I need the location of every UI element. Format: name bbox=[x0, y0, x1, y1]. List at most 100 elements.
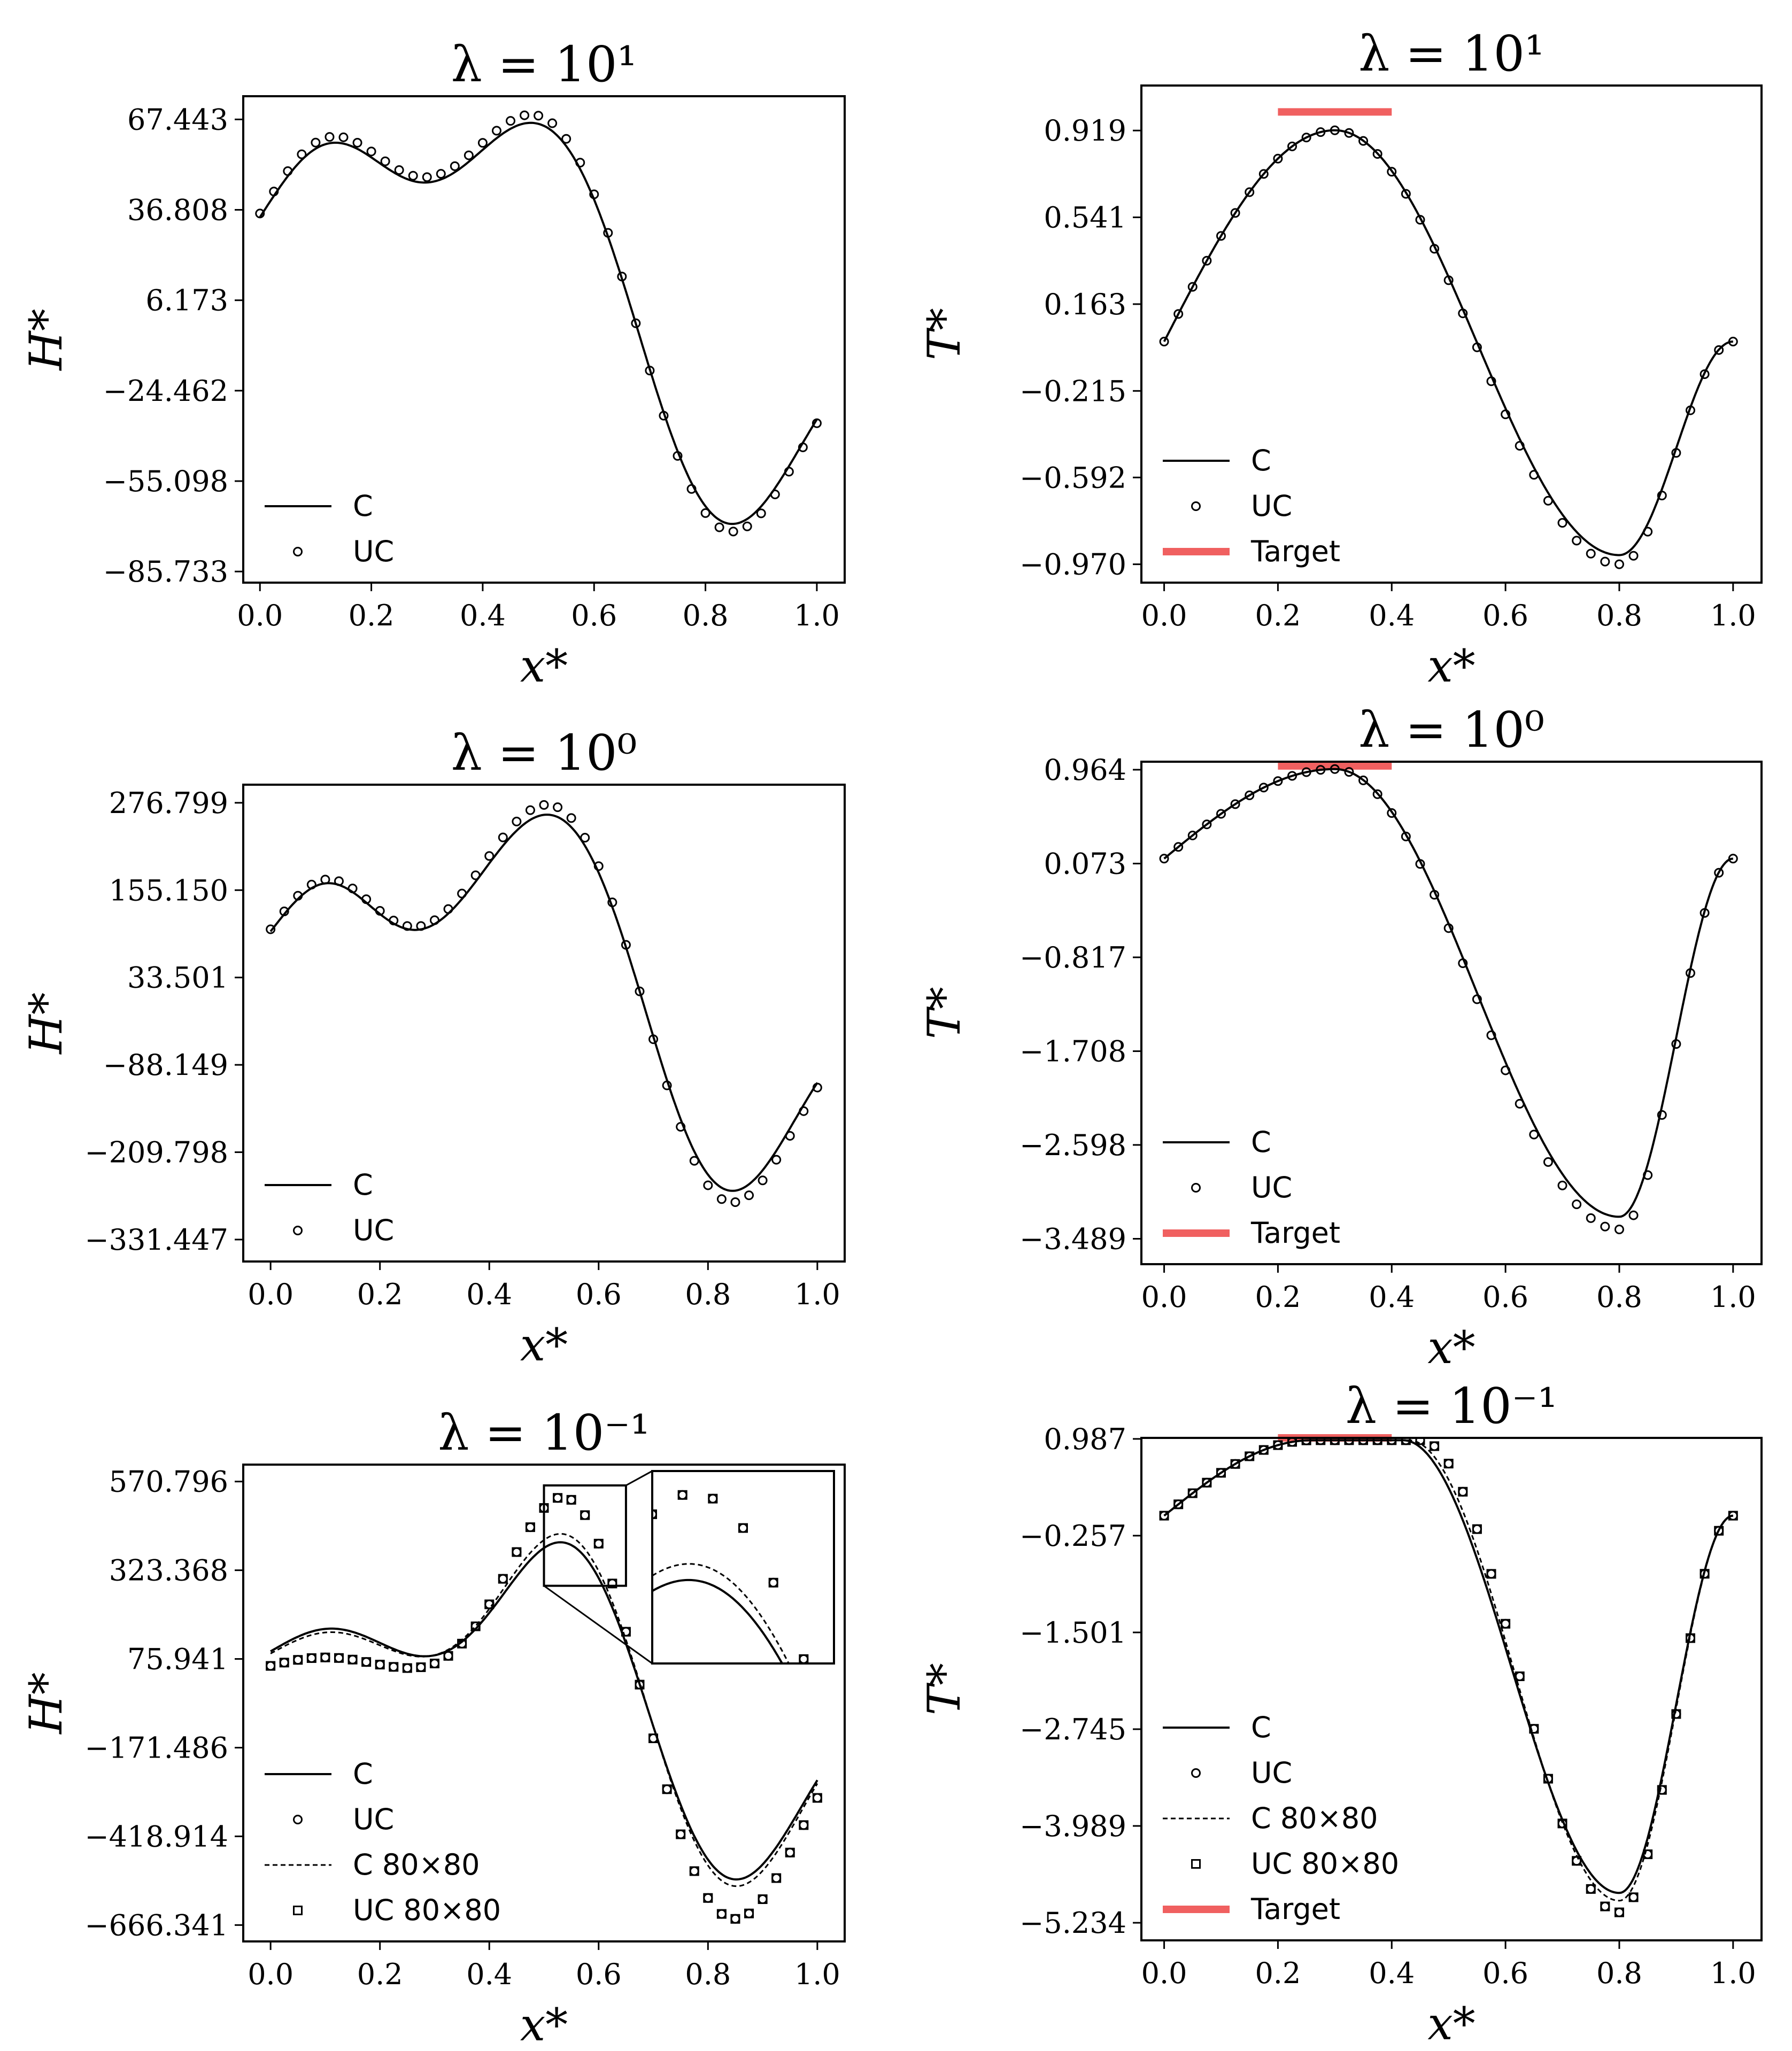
data-point bbox=[703, 1180, 713, 1190]
data-point bbox=[1572, 1199, 1582, 1210]
data-point bbox=[1515, 1671, 1525, 1681]
y-axis-label: H* bbox=[20, 1672, 72, 1735]
data-point bbox=[1301, 767, 1311, 777]
data-point bbox=[580, 1510, 590, 1520]
data-point bbox=[593, 1538, 604, 1549]
data-point bbox=[758, 1894, 768, 1904]
data-point bbox=[566, 1495, 576, 1505]
inset-plot bbox=[652, 1490, 838, 1755]
y-tick-label: 0.919 bbox=[1044, 114, 1126, 148]
axes-frame bbox=[242, 784, 846, 1263]
data-point bbox=[1643, 1170, 1653, 1180]
data-point bbox=[1316, 1438, 1326, 1445]
x-tick-label: 0.0 bbox=[1141, 599, 1187, 632]
legend-label: UC bbox=[353, 1213, 394, 1247]
data-point bbox=[394, 165, 404, 175]
data-point bbox=[1472, 342, 1482, 352]
data-point bbox=[703, 1893, 713, 1903]
data-point bbox=[1202, 819, 1212, 830]
data-point bbox=[1486, 1030, 1496, 1040]
data-point bbox=[1330, 125, 1340, 135]
data-point bbox=[798, 442, 808, 452]
data-point bbox=[1671, 1039, 1681, 1049]
chart-title: λ = 10¹ bbox=[451, 36, 637, 93]
inset-data-point bbox=[768, 1577, 778, 1588]
y-axis-label: H* bbox=[20, 992, 72, 1055]
data-point bbox=[375, 906, 385, 916]
data-point bbox=[662, 1784, 672, 1794]
data-point bbox=[293, 1655, 303, 1665]
x-tick-label: 0.4 bbox=[1369, 599, 1415, 632]
y-tick-label: −418.914 bbox=[84, 1820, 228, 1853]
data-point bbox=[1301, 133, 1311, 143]
legend: C UC Target bbox=[1163, 444, 1340, 568]
axes-frame bbox=[1140, 84, 1763, 584]
legend-label: C bbox=[1251, 1711, 1271, 1744]
axes-frame bbox=[1140, 1437, 1763, 1941]
x-tick-label: 0.8 bbox=[683, 599, 729, 632]
data-point bbox=[1728, 854, 1738, 864]
data-point bbox=[1316, 127, 1326, 137]
legend-label: UC bbox=[353, 535, 394, 568]
data-point bbox=[645, 366, 655, 376]
y-axis-label: T* bbox=[918, 1663, 970, 1715]
data-point bbox=[1202, 256, 1212, 266]
data-point bbox=[1173, 309, 1184, 319]
data-point bbox=[1486, 1569, 1496, 1579]
y-tick-label: 0.073 bbox=[1044, 847, 1126, 881]
y-tick-label: −3.489 bbox=[1019, 1222, 1126, 1256]
data-point bbox=[1443, 275, 1454, 285]
data-point bbox=[334, 1653, 344, 1663]
data-point bbox=[1572, 1856, 1582, 1866]
data-point bbox=[648, 1733, 659, 1744]
legend-label: C bbox=[1251, 1125, 1271, 1159]
data-point bbox=[1443, 923, 1454, 933]
data-point bbox=[283, 166, 293, 176]
series-markers bbox=[1159, 125, 1738, 569]
data-point bbox=[561, 134, 571, 144]
data-point bbox=[785, 1847, 795, 1857]
data-point bbox=[422, 172, 432, 182]
data-point bbox=[1216, 809, 1226, 819]
data-point bbox=[689, 1866, 699, 1876]
legend-label: C 80×80 bbox=[1251, 1801, 1378, 1835]
data-point bbox=[730, 1197, 740, 1207]
data-point bbox=[1643, 527, 1653, 537]
data-point bbox=[621, 940, 631, 950]
y-tick-label: −209.798 bbox=[84, 1136, 228, 1170]
data-point bbox=[689, 1866, 699, 1876]
data-point bbox=[1216, 231, 1226, 241]
data-point bbox=[1572, 536, 1582, 546]
data-point bbox=[1173, 1499, 1184, 1510]
data-point bbox=[477, 138, 488, 148]
inset-data-point bbox=[830, 1747, 838, 1755]
data-point bbox=[402, 1663, 412, 1673]
data-point bbox=[380, 156, 390, 166]
data-point bbox=[593, 861, 604, 871]
data-point bbox=[484, 851, 495, 861]
data-point bbox=[1230, 208, 1240, 218]
legend: C UC Target bbox=[1163, 1125, 1340, 1250]
data-point bbox=[784, 467, 794, 477]
data-point bbox=[1714, 1526, 1724, 1536]
chart-title: λ = 10⁻¹ bbox=[1346, 1377, 1557, 1435]
data-point bbox=[580, 1510, 590, 1520]
legend-label: UC bbox=[1251, 1756, 1292, 1790]
data-point bbox=[1600, 1221, 1610, 1232]
legend-label: UC bbox=[353, 1802, 394, 1836]
data-point bbox=[520, 110, 530, 120]
data-point bbox=[785, 1847, 795, 1857]
legend-label: Target bbox=[1250, 535, 1340, 568]
data-point bbox=[498, 1574, 508, 1584]
data-point bbox=[575, 158, 585, 168]
series-markers bbox=[266, 800, 822, 1207]
data-point bbox=[1472, 1524, 1482, 1534]
data-point bbox=[716, 1909, 727, 1919]
x-axis-label: x* bbox=[1427, 640, 1475, 692]
data-point bbox=[621, 1627, 631, 1637]
x-tick-label: 0.8 bbox=[685, 1278, 731, 1311]
y-tick-label: −0.592 bbox=[1019, 461, 1126, 494]
data-point bbox=[1415, 215, 1425, 225]
y-tick-label: 0.964 bbox=[1044, 753, 1126, 787]
data-point bbox=[756, 508, 766, 518]
